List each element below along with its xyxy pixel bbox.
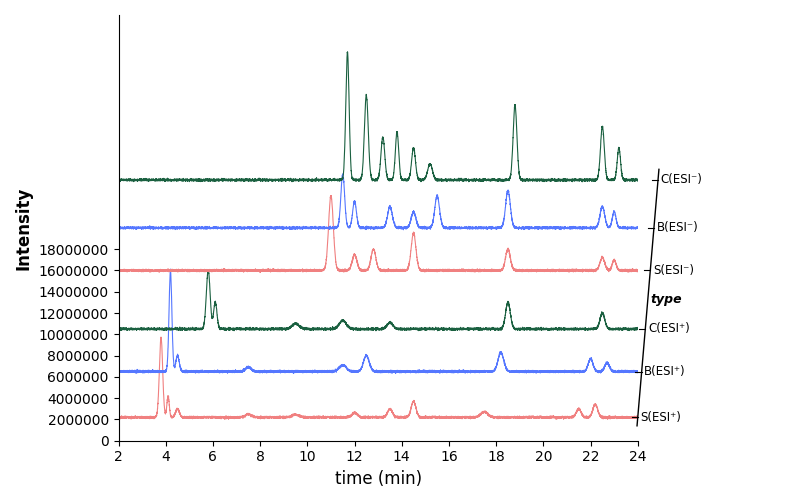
Text: C(ESI⁺): C(ESI⁺): [648, 322, 689, 336]
X-axis label: time (min): time (min): [335, 470, 422, 488]
Text: C(ESI⁻): C(ESI⁻): [661, 174, 702, 187]
Text: B(ESI⁻): B(ESI⁻): [657, 221, 698, 234]
Text: S(ESI⁻): S(ESI⁻): [653, 264, 694, 277]
Text: S(ESI⁺): S(ESI⁺): [640, 411, 681, 424]
Text: type: type: [650, 293, 682, 306]
Text: B(ESI⁺): B(ESI⁺): [644, 365, 686, 378]
Y-axis label: Intensity: Intensity: [15, 186, 33, 270]
